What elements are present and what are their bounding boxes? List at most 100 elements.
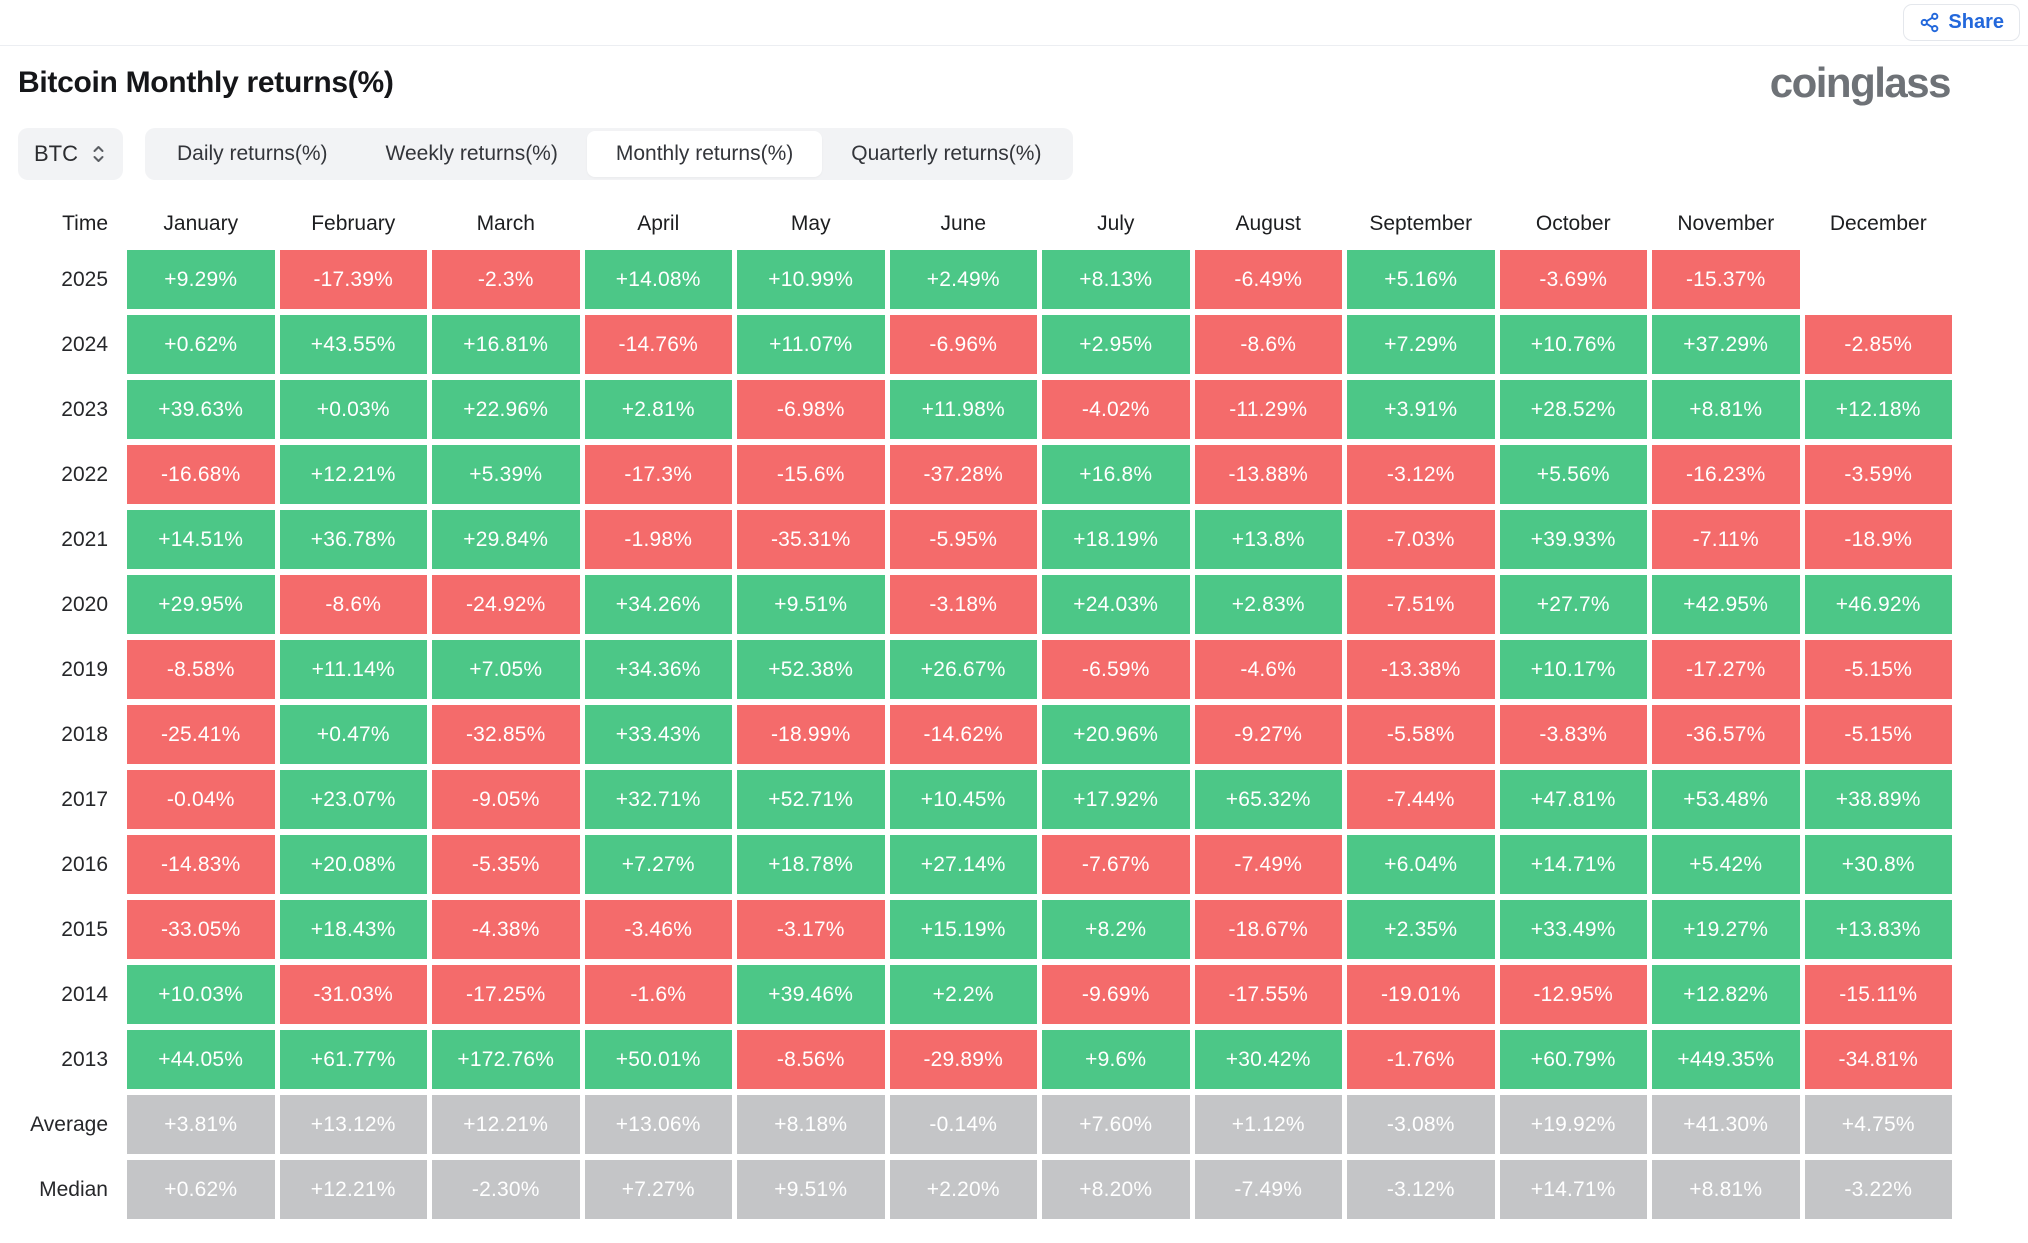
column-header-november: November xyxy=(1677,212,1775,235)
return-cell: -14.76% xyxy=(584,315,732,374)
return-cell: +14.71% xyxy=(1499,1160,1647,1219)
row-label: 2024 xyxy=(61,332,108,356)
return-cell: +42.95% xyxy=(1652,575,1800,634)
return-cell: -29.89% xyxy=(889,1030,1037,1089)
return-cell: +10.45% xyxy=(889,770,1037,829)
return-cell: +10.76% xyxy=(1499,315,1647,374)
controls-bar: BTC Daily returns(%) Weekly returns(%) Mon… xyxy=(18,128,2028,180)
tab-daily-returns[interactable]: Daily returns(%) xyxy=(177,142,328,165)
return-cell: +37.29% xyxy=(1652,315,1800,374)
return-cell: +3.91% xyxy=(1347,380,1495,439)
return-cell: -7.44% xyxy=(1347,770,1495,829)
return-cell: -8.58% xyxy=(127,640,275,699)
return-cell: -5.15% xyxy=(1804,640,1952,699)
column-header-february: February xyxy=(311,212,396,235)
return-cell: -18.99% xyxy=(737,705,885,764)
return-cell: -9.05% xyxy=(432,770,580,829)
table-row-2015: 2015 -33.05% +18.43% -4.38% -3.46% -3.17% +15.… xyxy=(18,900,1952,959)
return-cell: -31.03% xyxy=(279,965,427,1024)
row-label: 2020 xyxy=(61,592,108,616)
return-cell: +53.48% xyxy=(1652,770,1800,829)
return-cell: +39.93% xyxy=(1499,510,1647,569)
tab-monthly-returns[interactable]: Monthly returns(%) xyxy=(586,131,823,177)
return-cell: +12.21% xyxy=(432,1095,580,1154)
return-cell: +27.7% xyxy=(1499,575,1647,634)
column-header-april: April xyxy=(637,212,680,235)
return-cell: +20.96% xyxy=(1042,705,1190,764)
return-cell: +0.62% xyxy=(127,315,275,374)
return-cell: +13.83% xyxy=(1804,900,1952,959)
return-cell: -3.17% xyxy=(737,900,885,959)
return-cell: +44.05% xyxy=(127,1030,275,1089)
return-cell: +5.16% xyxy=(1347,250,1495,309)
return-cell: -6.59% xyxy=(1042,640,1190,699)
return-cell: -3.22% xyxy=(1804,1160,1952,1219)
return-cell: -4.6% xyxy=(1194,640,1342,699)
return-cell: +41.30% xyxy=(1652,1095,1800,1154)
return-cell: +27.14% xyxy=(889,835,1037,894)
return-cell: +2.95% xyxy=(1042,315,1190,374)
return-cell: +32.71% xyxy=(584,770,732,829)
table-row-2023: 2023 +39.63% +0.03% +22.96% +2.81% -6.98% +11.… xyxy=(18,380,1952,439)
return-cell: +20.08% xyxy=(279,835,427,894)
return-cell: +15.19% xyxy=(889,900,1037,959)
return-cell: -7.49% xyxy=(1194,1160,1342,1219)
return-cell: -3.18% xyxy=(889,575,1037,634)
return-cell: +5.39% xyxy=(432,445,580,504)
return-cell: +10.17% xyxy=(1499,640,1647,699)
return-cell: -17.39% xyxy=(279,250,427,309)
return-cell: +8.18% xyxy=(737,1095,885,1154)
return-cell: -13.38% xyxy=(1347,640,1495,699)
return-cell-empty xyxy=(1805,250,1953,309)
return-cell: +2.2% xyxy=(889,965,1037,1024)
chevron-up-down-icon xyxy=(90,144,107,164)
tab-quarterly-returns[interactable]: Quarterly returns(%) xyxy=(851,142,1042,165)
return-cell: +9.29% xyxy=(127,250,275,309)
return-cell: +26.67% xyxy=(889,640,1037,699)
return-cell: -3.12% xyxy=(1347,445,1495,504)
tab-weekly-returns[interactable]: Weekly returns(%) xyxy=(385,142,558,165)
return-cell: -15.37% xyxy=(1652,250,1800,309)
return-cell: -18.67% xyxy=(1194,900,1342,959)
return-cell: +4.75% xyxy=(1804,1095,1952,1154)
return-cell: +11.07% xyxy=(737,315,885,374)
return-cell: +7.60% xyxy=(1042,1095,1190,1154)
row-label: 2021 xyxy=(61,527,108,551)
return-cell: +7.29% xyxy=(1347,315,1495,374)
return-cell: +13.06% xyxy=(584,1095,732,1154)
symbol-label: BTC xyxy=(34,141,78,166)
return-cell: -7.11% xyxy=(1652,510,1800,569)
row-label: 2017 xyxy=(61,787,108,811)
return-cell: +65.32% xyxy=(1194,770,1342,829)
return-cell: -34.81% xyxy=(1804,1030,1952,1089)
return-cell: -3.12% xyxy=(1347,1160,1495,1219)
share-button[interactable]: Share xyxy=(1903,4,2020,41)
return-cell: +9.51% xyxy=(737,1160,885,1219)
return-cell: +1.12% xyxy=(1194,1095,1342,1154)
return-cell: -9.69% xyxy=(1042,965,1190,1024)
table-row-2024: 2024 +0.62% +43.55% +16.81% -14.76% +11.07% -6… xyxy=(18,315,1952,374)
column-header-time: Time xyxy=(62,212,108,235)
row-label: 2023 xyxy=(61,397,108,421)
symbol-selector[interactable]: BTC xyxy=(18,128,123,180)
return-cell: -2.3% xyxy=(432,250,580,309)
return-cell: -5.15% xyxy=(1804,705,1952,764)
return-cell: +18.43% xyxy=(279,900,427,959)
return-cell: +5.42% xyxy=(1652,835,1800,894)
return-cell: +29.95% xyxy=(127,575,275,634)
return-cell: -3.69% xyxy=(1499,250,1647,309)
table-row-2021: 2021 +14.51% +36.78% +29.84% -1.98% -35.31% -5… xyxy=(18,510,1952,569)
return-cell: +12.21% xyxy=(279,1160,427,1219)
return-cell: -6.98% xyxy=(737,380,885,439)
column-header-december: December xyxy=(1829,212,1927,235)
return-cell: -17.55% xyxy=(1194,965,1342,1024)
return-cell: -2.85% xyxy=(1804,315,1952,374)
row-label: 2018 xyxy=(61,722,108,746)
return-cell: -7.49% xyxy=(1194,835,1342,894)
return-cell: -15.11% xyxy=(1804,965,1952,1024)
return-cell: -5.95% xyxy=(889,510,1037,569)
return-cell: +3.81% xyxy=(127,1095,275,1154)
return-cell: -6.49% xyxy=(1194,250,1342,309)
return-cell: +39.46% xyxy=(737,965,885,1024)
return-cell: +11.14% xyxy=(279,640,427,699)
